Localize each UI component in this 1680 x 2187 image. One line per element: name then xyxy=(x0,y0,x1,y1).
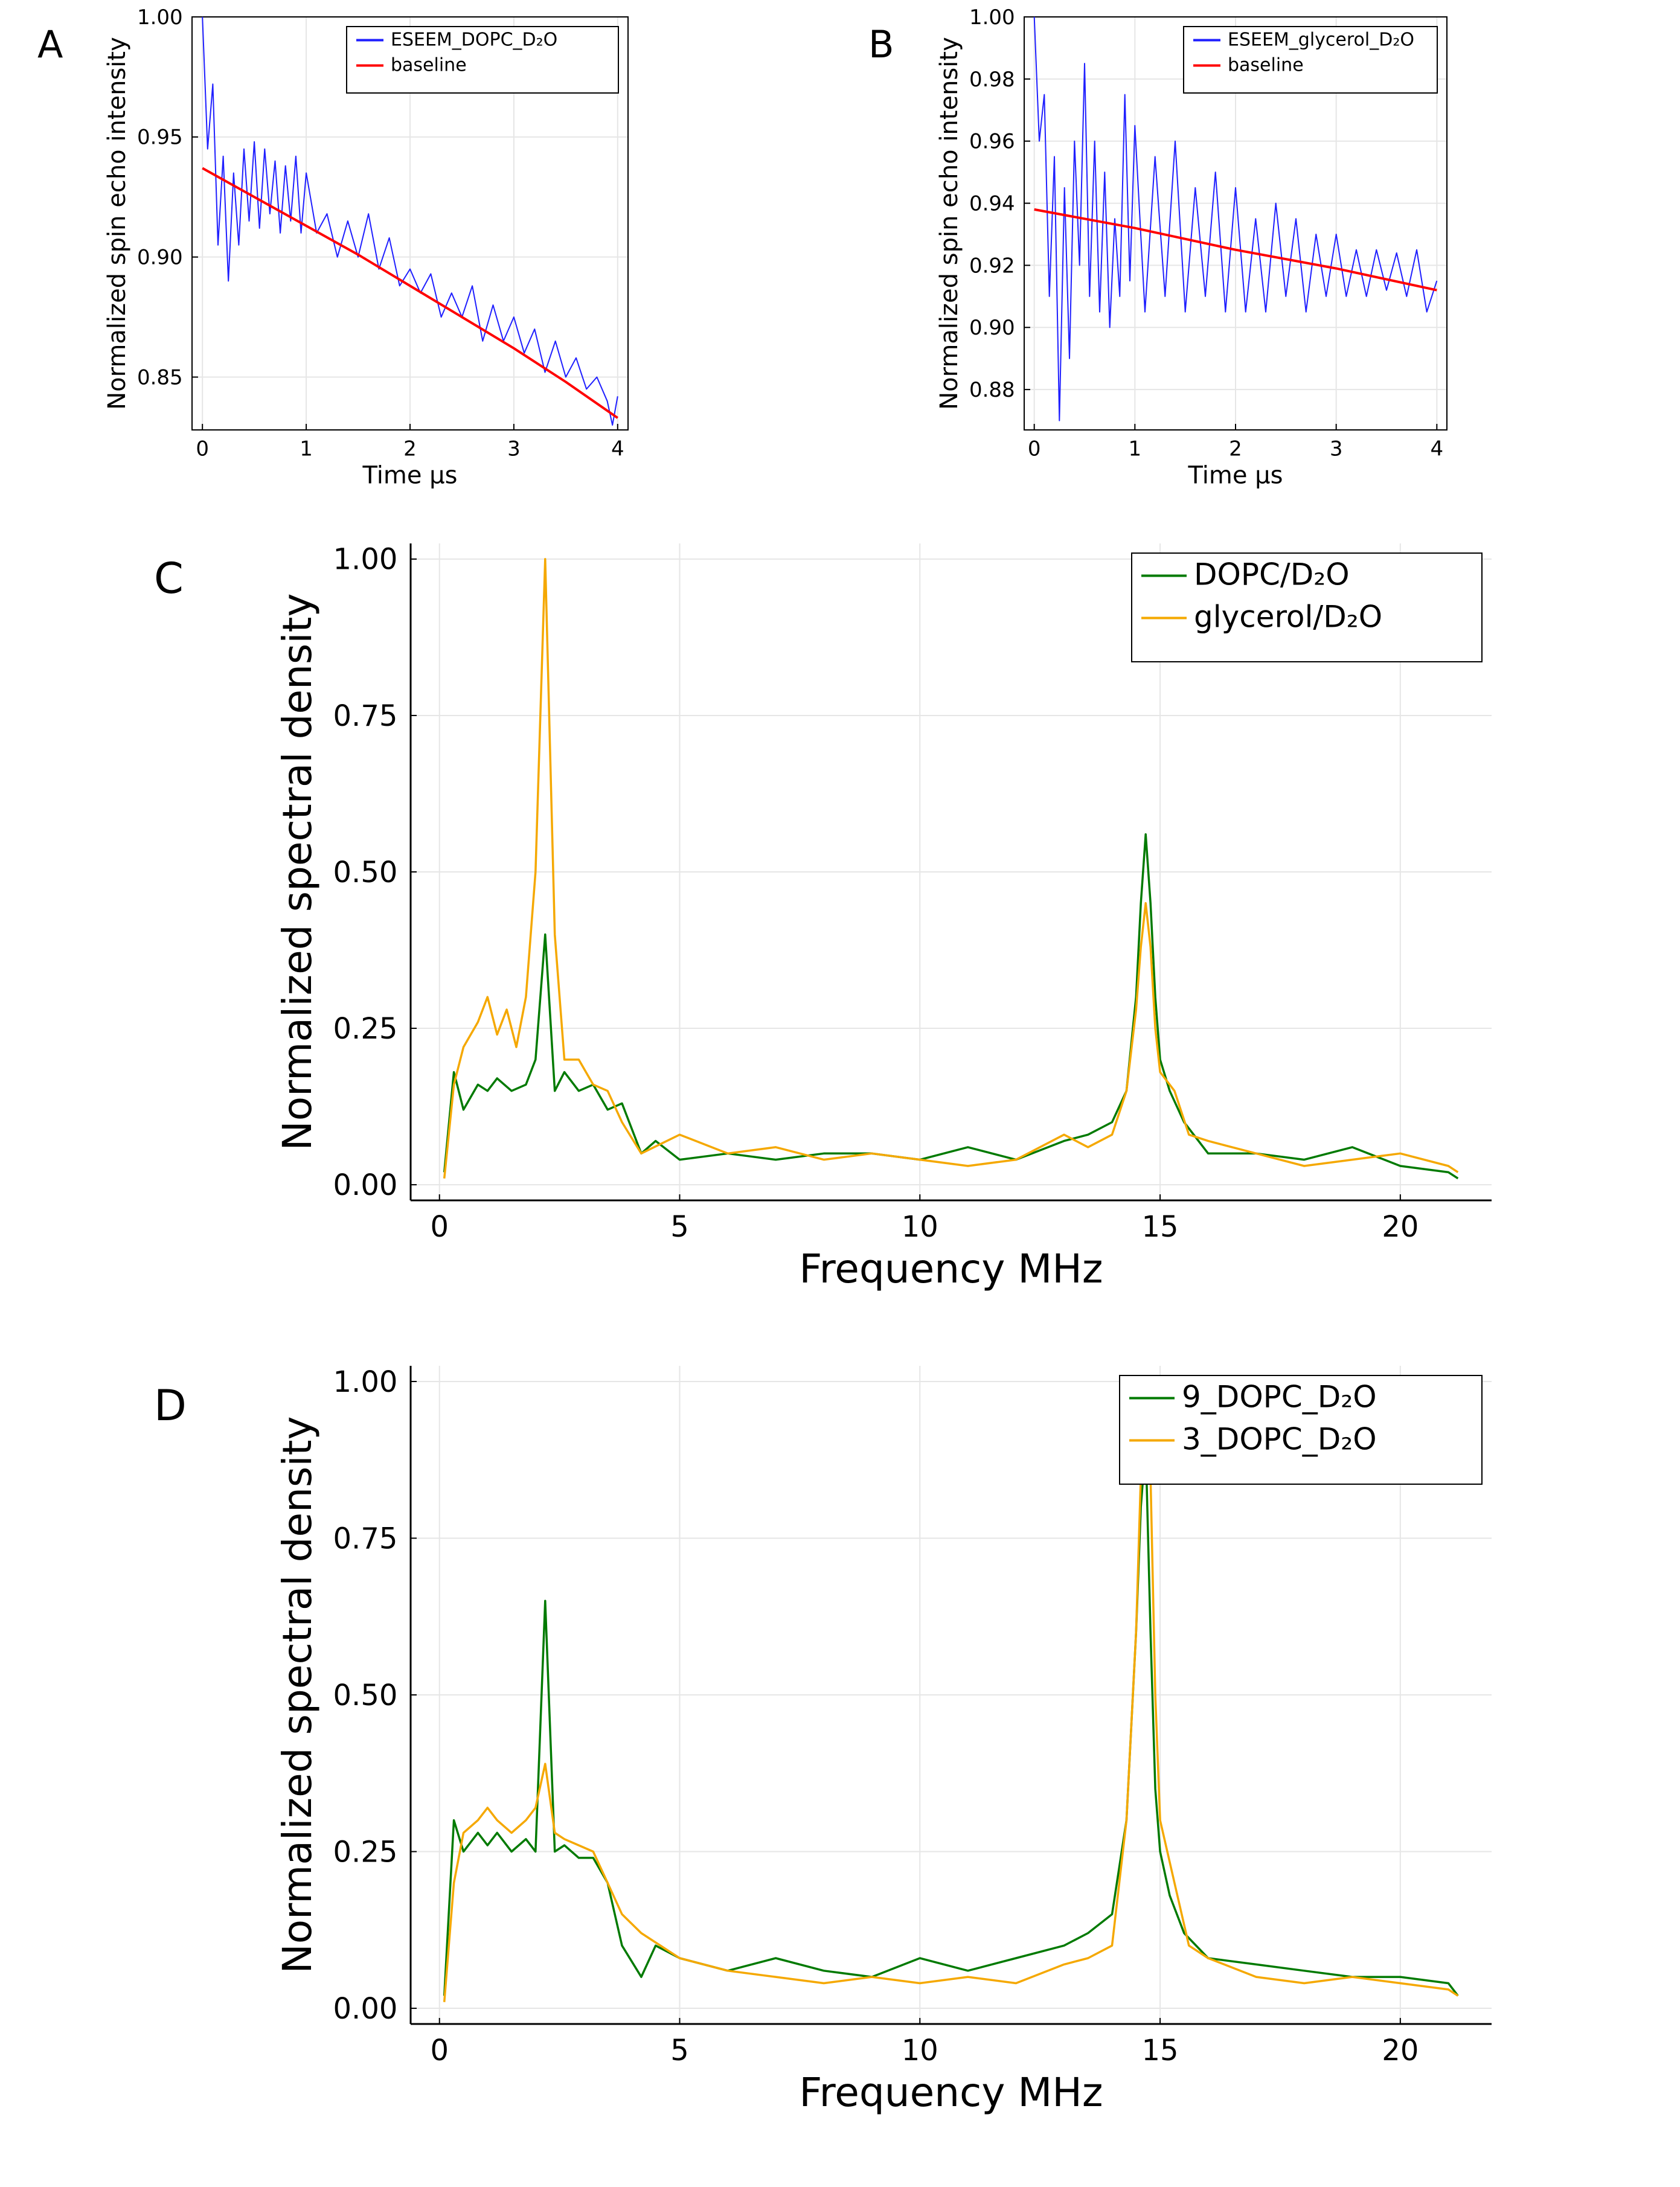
y-tick-label: 0.25 xyxy=(333,1012,398,1046)
legend: 9_DOPC_D₂O 3_DOPC_D₂O xyxy=(1119,1375,1483,1485)
x-tick-label: 15 xyxy=(1142,1210,1179,1244)
x-tick-label: 5 xyxy=(670,1210,689,1244)
series-line-2 xyxy=(1034,208,1437,292)
y-tick-label: 0.50 xyxy=(333,1679,398,1712)
y-tick-label: 0.96 xyxy=(969,130,1015,154)
legend-label: 9_DOPC_D₂O xyxy=(1182,1380,1377,1415)
legend: ESEEM_glycerol_D₂O baseline xyxy=(1183,26,1438,94)
panels: A 0 1 2 3 4 0.85 0.90 0.95 1.00 Time μs Normalized … xyxy=(37,5,1492,2116)
legend-box xyxy=(1131,552,1483,662)
panel-c: C 0 5 10 15 20 0.00 0.25 0.50 0.75 1.00 Frequency M… xyxy=(154,543,1492,1292)
legend-label: baseline xyxy=(1228,55,1304,76)
x-axis-label: Time μs xyxy=(362,462,458,490)
panel-letter: C xyxy=(154,554,184,603)
x-tick-label: 20 xyxy=(1382,1210,1419,1244)
x-tick-label: 0 xyxy=(430,1210,449,1244)
y-tick-label: 1.00 xyxy=(333,543,398,577)
x-tick-label: 3 xyxy=(1330,437,1343,461)
panel-a: A 0 1 2 3 4 0.85 0.90 0.95 1.00 Time μs Normalized … xyxy=(37,5,629,490)
legend-box xyxy=(1183,26,1438,94)
series-line-2 xyxy=(443,1380,1459,2002)
legend: DOPC/D₂O glycerol/D₂O xyxy=(1131,552,1483,662)
y-tick-label: 0.90 xyxy=(137,246,183,270)
x-tick-label: 4 xyxy=(1431,437,1444,461)
x-tick-label: 15 xyxy=(1142,2034,1179,2067)
x-tick-label: 5 xyxy=(670,2034,689,2067)
y-tick-label: 0.75 xyxy=(333,699,398,733)
y-tick-label: 0.00 xyxy=(333,1168,398,1202)
series-line-2 xyxy=(202,167,618,419)
x-tick-label: 10 xyxy=(902,1210,938,1244)
x-tick-label: 0 xyxy=(1028,437,1041,461)
x-tick-label: 1 xyxy=(300,437,313,461)
y-tick-label: 1.00 xyxy=(333,1365,398,1399)
x-tick-label: 20 xyxy=(1382,2034,1419,2067)
x-tick-label: 3 xyxy=(507,437,521,461)
x-tick-label: 10 xyxy=(902,2034,938,2067)
legend-label: ESEEM_glycerol_D₂O xyxy=(1228,30,1414,51)
x-tick-label: 4 xyxy=(611,437,624,461)
y-axis-label: Normalized spin echo intensity xyxy=(103,37,131,410)
y-tick-label: 0.90 xyxy=(969,316,1015,340)
y-tick-label: 0.92 xyxy=(969,254,1015,278)
panel-b: B 0 1 2 3 4 0.88 0.90 0.92 0.94 0.96 0.98 1.00 Time μ… xyxy=(868,5,1448,490)
y-tick-label: 1.00 xyxy=(969,5,1015,30)
legend: ESEEM_DOPC_D₂O baseline xyxy=(346,26,619,94)
legend-label: ESEEM_DOPC_D₂O xyxy=(391,30,557,51)
y-tick-label: 0.95 xyxy=(137,126,183,150)
legend-label: glycerol/D₂O xyxy=(1194,600,1382,635)
series-line-1 xyxy=(202,16,618,426)
x-axis-label: Frequency MHz xyxy=(799,2069,1103,2116)
y-tick-label: 0.88 xyxy=(969,378,1015,402)
panel-letter: B xyxy=(868,22,894,66)
y-tick-label: 0.25 xyxy=(333,1835,398,1869)
x-axis-label: Time μs xyxy=(1188,462,1283,490)
y-tick-label: 0.75 xyxy=(333,1522,398,1555)
legend-label: 3_DOPC_D₂O xyxy=(1182,1422,1377,1457)
panel-d: D 0 5 10 15 20 0.00 0.25 0.50 0.75 1.00 Frequency M… xyxy=(154,1365,1492,2116)
legend-label: baseline xyxy=(391,55,467,76)
y-axis-label: Normalized spin echo intensity xyxy=(935,37,963,410)
y-axis-label: Normalized spectral density xyxy=(274,1416,321,1973)
x-axis-label: Frequency MHz xyxy=(799,1246,1103,1292)
series-line-2 xyxy=(443,558,1459,1179)
x-tick-label: 0 xyxy=(196,437,209,461)
x-tick-label: 2 xyxy=(403,437,417,461)
y-tick-label: 1.00 xyxy=(137,5,183,30)
panel-letter: A xyxy=(37,22,63,66)
series-line-1 xyxy=(1033,16,1438,421)
legend-label: DOPC/D₂O xyxy=(1194,557,1350,592)
x-tick-label: 0 xyxy=(430,2034,449,2067)
y-tick-label: 0.00 xyxy=(333,1992,398,2026)
y-axis-label: Normalized spectral density xyxy=(274,593,321,1150)
y-tick-label: 0.98 xyxy=(969,68,1015,92)
y-tick-label: 0.94 xyxy=(969,191,1015,216)
legend-box xyxy=(346,26,619,94)
x-tick-label: 2 xyxy=(1229,437,1242,461)
y-tick-label: 0.50 xyxy=(333,856,398,889)
y-tick-label: 0.85 xyxy=(137,365,183,389)
legend-box xyxy=(1119,1375,1483,1485)
x-tick-label: 1 xyxy=(1129,437,1142,461)
panel-letter: D xyxy=(154,1381,187,1430)
